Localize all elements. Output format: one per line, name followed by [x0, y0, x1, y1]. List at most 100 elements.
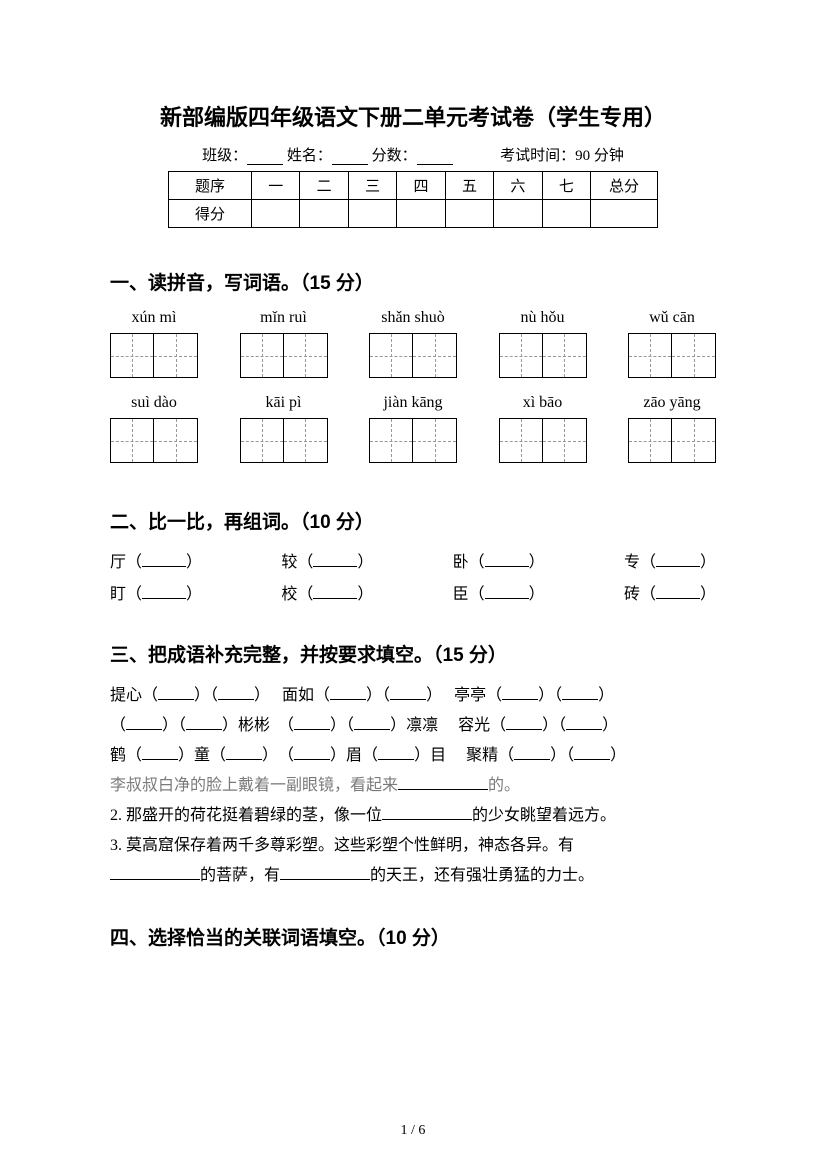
- col-4: 四: [397, 172, 445, 200]
- idiom-blank[interactable]: [506, 729, 542, 730]
- text-blank[interactable]: [382, 819, 472, 820]
- class-blank[interactable]: [247, 164, 283, 165]
- text-blank[interactable]: [398, 789, 488, 790]
- score-cell[interactable]: [252, 200, 300, 228]
- score-cell[interactable]: [445, 200, 493, 228]
- char-box[interactable]: [499, 418, 587, 463]
- score-blank[interactable]: [417, 164, 453, 165]
- score-cell[interactable]: [300, 200, 348, 228]
- section1-heading: 一、读拼音，写词语。（15 分）: [110, 268, 716, 295]
- pinyin-label: wǔ cān: [628, 309, 716, 327]
- idiom-blank[interactable]: [186, 729, 222, 730]
- idiom-blank[interactable]: [330, 699, 366, 700]
- idiom-blank[interactable]: [158, 699, 194, 700]
- col-6: 六: [494, 172, 542, 200]
- row-label: 得分: [169, 200, 252, 228]
- char-box[interactable]: [110, 333, 198, 378]
- col-7: 七: [542, 172, 590, 200]
- pinyin-label: suì dào: [110, 394, 198, 412]
- idiom-blank[interactable]: [574, 759, 610, 760]
- char: 卧（: [453, 554, 485, 571]
- idiom-blank[interactable]: [294, 729, 330, 730]
- col-3: 三: [348, 172, 396, 200]
- pinyin-label: kāi pì: [240, 394, 328, 412]
- pinyin-label: nù hǒu: [499, 309, 587, 327]
- pinyin-label: zāo yāng: [628, 394, 716, 412]
- idiom-blank[interactable]: [566, 729, 602, 730]
- idiom-blank[interactable]: [226, 759, 262, 760]
- word-blank[interactable]: [142, 566, 186, 567]
- idiom-blank[interactable]: [502, 699, 538, 700]
- meta-line: 班级： 姓名： 分数： 考试时间：90 分钟: [110, 144, 716, 165]
- name-blank[interactable]: [332, 164, 368, 165]
- score-table: 题序 一 二 三 四 五 六 七 总分 得分: [168, 171, 658, 228]
- class-label: 班级：: [202, 148, 247, 164]
- score-cell[interactable]: [542, 200, 590, 228]
- char-box[interactable]: [628, 333, 716, 378]
- fill-line-3: 3. 莫高窟保存着两千多尊彩塑。这些彩塑个性鲜明，神态各异。有: [110, 831, 716, 861]
- idiom-blank[interactable]: [562, 699, 598, 700]
- char-box[interactable]: [499, 333, 587, 378]
- idiom-blank[interactable]: [354, 729, 390, 730]
- idiom-line-2: （）（）彬彬 （）（）凛凛 容光（）（）: [110, 711, 716, 741]
- char: 较（: [281, 554, 313, 571]
- score-cell[interactable]: [397, 200, 445, 228]
- section4-heading: 四、选择恰当的关联词语填空。（10 分）: [110, 923, 716, 950]
- pinyin-label: mǐn ruì: [240, 309, 328, 327]
- idiom-blank[interactable]: [142, 759, 178, 760]
- compare-row-2: 盯（） 校（） 臣（） 砖（）: [110, 580, 716, 604]
- word-blank[interactable]: [656, 566, 700, 567]
- idiom-blank[interactable]: [218, 699, 254, 700]
- idiom-blank[interactable]: [378, 759, 414, 760]
- char-box[interactable]: [110, 418, 198, 463]
- col-1: 一: [252, 172, 300, 200]
- idiom-line-3: 鹤（）童（） （）眉（）目 聚精（）（）: [110, 741, 716, 771]
- pinyin-row-2: suì dào kāi pì jiàn kāng xì bāo zāo yāng: [110, 394, 716, 463]
- char-box[interactable]: [240, 333, 328, 378]
- word-blank[interactable]: [313, 566, 357, 567]
- pinyin-label: jiàn kāng: [369, 394, 457, 412]
- section3-heading: 三、把成语补充完整，并按要求填空。（15 分）: [110, 640, 716, 667]
- page-number: 1 / 6: [0, 1123, 826, 1139]
- char: 厅（: [110, 554, 142, 571]
- char-box[interactable]: [240, 418, 328, 463]
- score-label: 分数：: [372, 148, 417, 164]
- word-blank[interactable]: [485, 598, 529, 599]
- doc-title: 新部编版四年级语文下册二单元考试卷（学生专用）: [110, 100, 716, 132]
- char: 校（: [281, 586, 313, 603]
- section2-heading: 二、比一比，再组词。（10 分）: [110, 507, 716, 534]
- idiom-blank[interactable]: [514, 759, 550, 760]
- idiom-blank[interactable]: [294, 759, 330, 760]
- score-cell[interactable]: [494, 200, 542, 228]
- fill-line-2: 2. 那盛开的荷花挺着碧绿的茎，像一位的少女眺望着远方。: [110, 801, 716, 831]
- pinyin-row-1: xún mì mǐn ruì shǎn shuò nù hǒu wǔ cān: [110, 309, 716, 378]
- char-box[interactable]: [369, 418, 457, 463]
- idiom-line-1: 提心（）（） 面如（）（） 亭亭（）（）: [110, 681, 716, 711]
- text-blank[interactable]: [110, 879, 200, 880]
- word-blank[interactable]: [656, 598, 700, 599]
- pinyin-label: shǎn shuò: [369, 309, 457, 327]
- word-blank[interactable]: [313, 598, 357, 599]
- char: 砖（: [624, 586, 656, 603]
- char: 盯（: [110, 586, 142, 603]
- pinyin-label: xún mì: [110, 309, 198, 327]
- fill-line-1: 李叔叔白净的脸上戴着一副眼镜，看起来的。: [110, 771, 716, 801]
- score-cell[interactable]: [591, 200, 658, 228]
- text-blank[interactable]: [280, 879, 370, 880]
- idiom-blank[interactable]: [126, 729, 162, 730]
- time-label: 考试时间：90 分钟: [500, 148, 624, 164]
- col-5: 五: [445, 172, 493, 200]
- word-blank[interactable]: [142, 598, 186, 599]
- col-total: 总分: [591, 172, 658, 200]
- word-blank[interactable]: [485, 566, 529, 567]
- fill-line-4: 的菩萨，有的天王，还有强壮勇猛的力士。: [110, 861, 716, 891]
- pinyin-label: xì bāo: [499, 394, 587, 412]
- col-2: 二: [300, 172, 348, 200]
- char-box[interactable]: [628, 418, 716, 463]
- idiom-blank[interactable]: [390, 699, 426, 700]
- char: 臣（: [453, 586, 485, 603]
- char-box[interactable]: [369, 333, 457, 378]
- char: 专（: [624, 554, 656, 571]
- score-cell[interactable]: [348, 200, 396, 228]
- name-label: 姓名：: [287, 148, 332, 164]
